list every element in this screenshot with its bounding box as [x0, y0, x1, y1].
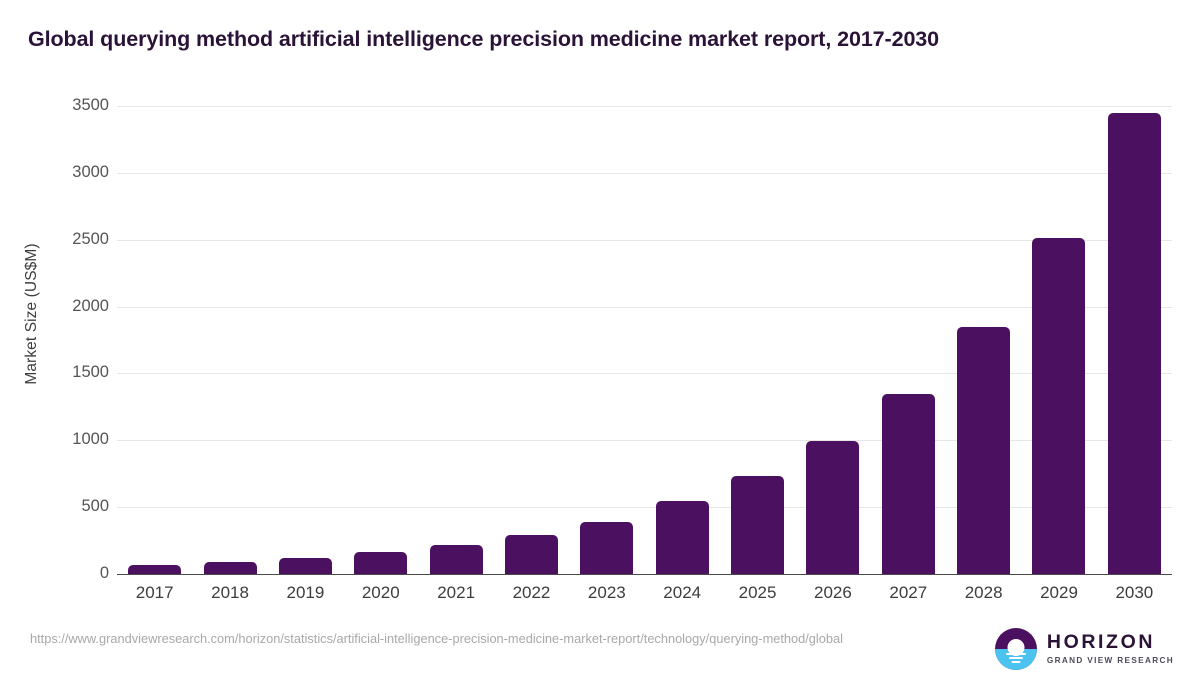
y-axis-tick-label: 500	[81, 497, 109, 516]
x-axis-label-2024: 2024	[663, 583, 702, 602]
y-axis-tick-label: 1500	[72, 363, 109, 382]
page-title: Global querying method artificial intell…	[28, 27, 940, 51]
bar-2020[interactable]	[354, 551, 408, 574]
bar-2018[interactable]	[203, 561, 257, 574]
gridline	[117, 306, 1172, 308]
gridline	[117, 106, 1172, 107]
bar-2028[interactable]	[957, 327, 1011, 574]
bar-slot	[946, 106, 1021, 574]
x-axis-label-2021: 2021	[437, 583, 476, 602]
bar-2029[interactable]	[1032, 237, 1086, 574]
x-axis-label-2025: 2025	[738, 583, 777, 602]
bar-2024[interactable]	[655, 501, 709, 574]
bar-slot	[645, 106, 720, 574]
plot-area: Market Size (US$M) 0 500 1000 1500 2000 2500 3…	[0, 75, 1200, 602]
bar-series	[117, 106, 1172, 574]
bar-2022[interactable]	[504, 534, 558, 574]
x-axis-label-2028: 2028	[964, 583, 1003, 602]
x-axis-label-2022: 2022	[512, 583, 551, 602]
y-axis-tick-label: 3000	[72, 162, 109, 181]
y-axis-tick-label: 3500	[72, 96, 109, 114]
x-axis-label-2026: 2026	[814, 583, 852, 602]
bar-slot	[1097, 106, 1172, 574]
x-axis-ticks: 2017 2018 2019 2020 2021 2022 2023 2024 2025 2026…	[117, 583, 1172, 603]
logo-ray-1	[1005, 653, 1026, 655]
bar-slot	[871, 106, 946, 574]
bar-2025[interactable]	[731, 475, 785, 574]
horizon-logo: HORIZON GRAND VIEW RESEARCH	[994, 628, 1174, 670]
logo-sea-shape	[994, 649, 1037, 670]
bar-slot	[343, 106, 418, 574]
y-axis-tick-label: 1000	[72, 430, 109, 449]
bar-slot	[192, 106, 267, 574]
bar-slot	[569, 106, 644, 574]
bar-slot	[795, 106, 870, 574]
x-axis-label-2019: 2019	[286, 583, 325, 602]
bar-2026[interactable]	[806, 440, 860, 574]
x-axis-label-2030: 2030	[1115, 583, 1154, 602]
gridline	[117, 373, 1172, 375]
bar-slot	[494, 106, 569, 574]
gridline	[117, 239, 1172, 241]
bar-2019[interactable]	[278, 557, 332, 574]
x-axis-label-2020: 2020	[361, 583, 400, 602]
bar-slot	[720, 106, 795, 574]
bar-2027[interactable]	[881, 393, 935, 574]
y-axis-tick-label: 2000	[72, 296, 109, 315]
axis-baseline	[117, 574, 1172, 576]
plot-canvas: 0 500 1000 1500 2000 2500 3000 3500	[72, 96, 1172, 582]
x-axis-label-2023: 2023	[587, 583, 626, 602]
logo-brand-tagline: GRAND VIEW RESEARCH	[1046, 655, 1174, 665]
bar-2023[interactable]	[580, 521, 634, 574]
logo-sun-shape	[1007, 639, 1025, 656]
bar-slot	[117, 106, 192, 574]
source-url[interactable]: https://www.grandviewresearch.com/horizo…	[30, 631, 843, 646]
bar-2017[interactable]	[128, 565, 182, 574]
y-axis-tick-label: 2500	[72, 229, 109, 248]
gridline	[117, 172, 1172, 174]
gridline	[117, 507, 1172, 509]
bar-slot	[1021, 106, 1096, 574]
bar-2021[interactable]	[429, 544, 483, 574]
x-axis-label-2018: 2018	[211, 583, 249, 602]
bar-2030[interactable]	[1107, 112, 1161, 574]
chart-footer: https://www.grandviewresearch.com/horizo…	[0, 620, 1200, 675]
x-axis-label-2027: 2027	[889, 583, 928, 602]
logo-text: HORIZON GRAND VIEW RESEARCH	[1047, 633, 1174, 665]
logo-ray-2	[1008, 657, 1023, 659]
x-axis-label-2017: 2017	[135, 583, 174, 602]
bar-slot	[268, 106, 343, 574]
gridline	[117, 440, 1172, 442]
x-axis-label-2029: 2029	[1040, 583, 1078, 602]
logo-brand-name: HORIZON	[1046, 631, 1156, 654]
y-axis-tick-label: 0	[99, 564, 109, 582]
logo-ray-3	[1011, 661, 1021, 663]
bar-slot	[418, 106, 493, 574]
horizon-sunset-icon	[994, 628, 1037, 670]
